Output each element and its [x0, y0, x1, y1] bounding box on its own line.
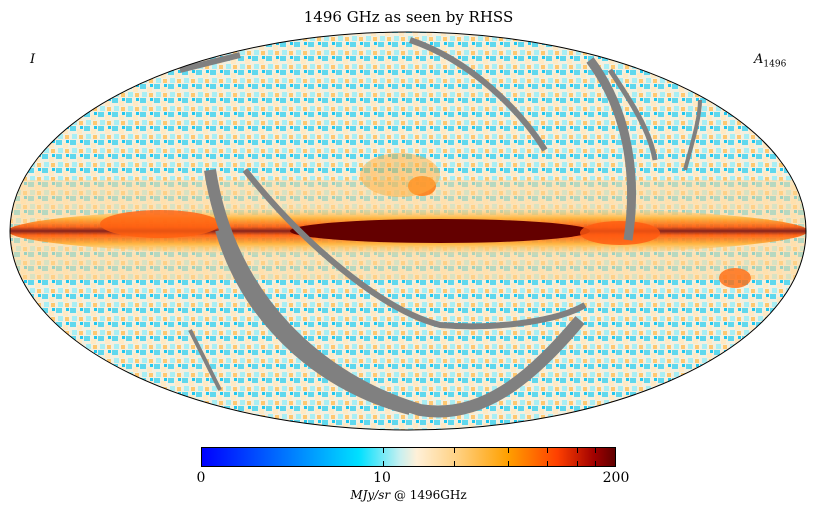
colorbar-min-label: 0: [196, 470, 206, 486]
band-letter: A: [754, 52, 764, 67]
map-outline: [9, 31, 807, 431]
band-subscript: 1496: [763, 59, 787, 70]
unit-italic: MJy/sr: [350, 488, 391, 502]
unit-rest: @ 1496GHz: [390, 488, 467, 502]
map-band-label: A1496: [754, 52, 786, 70]
colorbar: [201, 447, 616, 467]
masked-scan-gaps: [179, 37, 702, 418]
colorbar-mid-label: 10: [373, 470, 391, 486]
map-title: 1496 GHz as seen by RHSS: [303, 8, 514, 26]
colorbar-max-label: 200: [602, 470, 630, 486]
colorbar-unit: MJy/sr @ 1496GHz: [0, 488, 817, 502]
stokes-label: I: [30, 52, 36, 67]
